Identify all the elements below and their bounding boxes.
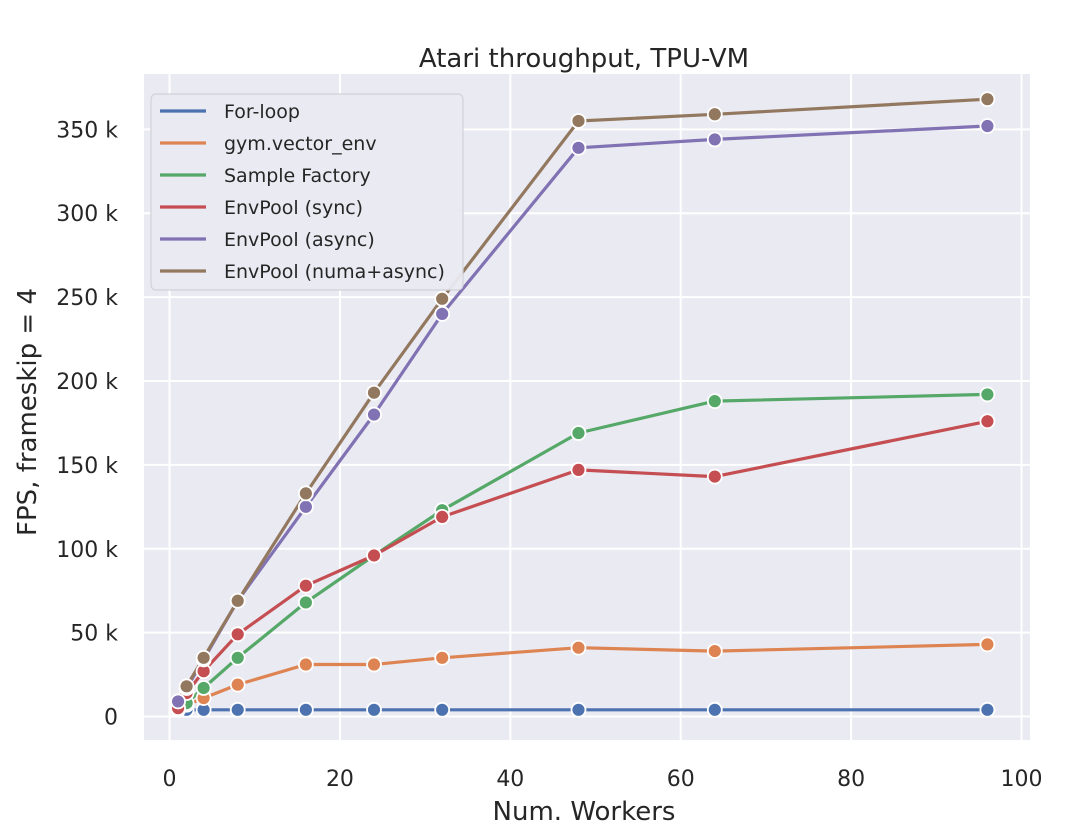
legend-label: EnvPool (async) <box>224 229 375 251</box>
data-point <box>979 386 996 403</box>
data-point <box>706 643 723 659</box>
data-point <box>570 639 587 656</box>
legend-label: EnvPool (sync) <box>224 197 363 219</box>
data-point <box>229 626 246 643</box>
data-point <box>229 649 246 666</box>
data-point <box>434 649 451 666</box>
data-point <box>366 406 382 423</box>
data-point <box>297 577 314 594</box>
x-tick-label: 100 <box>1000 767 1042 792</box>
data-point <box>706 106 723 123</box>
data-point <box>178 678 195 695</box>
data-point <box>366 656 382 673</box>
data-point <box>229 592 246 609</box>
chart-title: Atari throughput, TPU-VM <box>419 44 749 74</box>
data-point <box>570 462 587 478</box>
data-point <box>979 701 996 718</box>
data-point <box>229 701 246 718</box>
grid <box>144 74 1030 740</box>
data-point <box>195 649 212 666</box>
data-point <box>979 118 996 134</box>
data-point <box>297 594 314 611</box>
y-tick-label: 100 k <box>56 538 118 563</box>
data-point <box>297 485 314 502</box>
data-point <box>570 139 587 156</box>
y-tick-label: 250 k <box>56 286 118 311</box>
legend-label: gym.vector_env <box>224 133 377 155</box>
data-point <box>195 680 212 696</box>
data-point <box>570 701 587 718</box>
y-tick-label: 50 k <box>70 622 118 647</box>
data-point <box>366 547 382 564</box>
data-point <box>366 384 382 401</box>
data-point <box>434 290 451 307</box>
data-point <box>170 693 186 710</box>
legend-label: Sample Factory <box>224 165 371 187</box>
data-point <box>706 393 723 410</box>
data-point <box>297 656 314 673</box>
data-point <box>979 91 996 108</box>
x-axis-ticks: 0 20 40 60 80 100 <box>163 767 1043 792</box>
data-point <box>979 636 996 653</box>
series-line-2 <box>177 392 988 712</box>
x-tick-label: 80 <box>837 767 865 792</box>
x-tick-label: 0 <box>163 767 177 792</box>
data-point <box>979 413 996 430</box>
y-tick-label: 350 k <box>56 118 118 143</box>
data-point <box>229 676 246 693</box>
x-tick-label: 20 <box>326 767 354 792</box>
series-line-1 <box>177 642 988 710</box>
data-point <box>297 701 314 718</box>
data-point <box>434 701 451 718</box>
data-point <box>570 425 587 441</box>
x-axis-label: Num. Workers <box>493 797 676 827</box>
data-point <box>706 131 723 148</box>
data-point <box>706 468 723 485</box>
legend-label: For-loop <box>224 101 300 123</box>
data-point <box>297 498 314 515</box>
series-line-3 <box>176 419 988 709</box>
series-lines <box>176 97 988 712</box>
x-tick-label: 60 <box>667 767 695 792</box>
data-point <box>434 508 451 525</box>
data-point <box>434 305 451 322</box>
legend-box <box>150 93 464 291</box>
y-axis-label: FPS, frameskip = 4 <box>13 288 43 536</box>
y-tick-label: 150 k <box>56 454 118 479</box>
y-axis-ticks: 0 50 k 100 k 150 k 200 k 250 k 300 k 350 k <box>56 118 118 730</box>
legend-label: EnvPool (numa+async) <box>224 261 445 283</box>
data-point <box>366 701 382 718</box>
y-tick-label: 200 k <box>56 370 118 395</box>
x-tick-label: 40 <box>496 767 524 792</box>
data-point <box>706 701 723 718</box>
y-tick-label: 300 k <box>56 202 118 227</box>
series-points <box>170 91 996 718</box>
data-point <box>570 113 587 129</box>
y-tick-label: 0 <box>104 706 118 731</box>
legend: For-loop gym.vector_env Sample Factory EnvP… <box>150 93 464 291</box>
